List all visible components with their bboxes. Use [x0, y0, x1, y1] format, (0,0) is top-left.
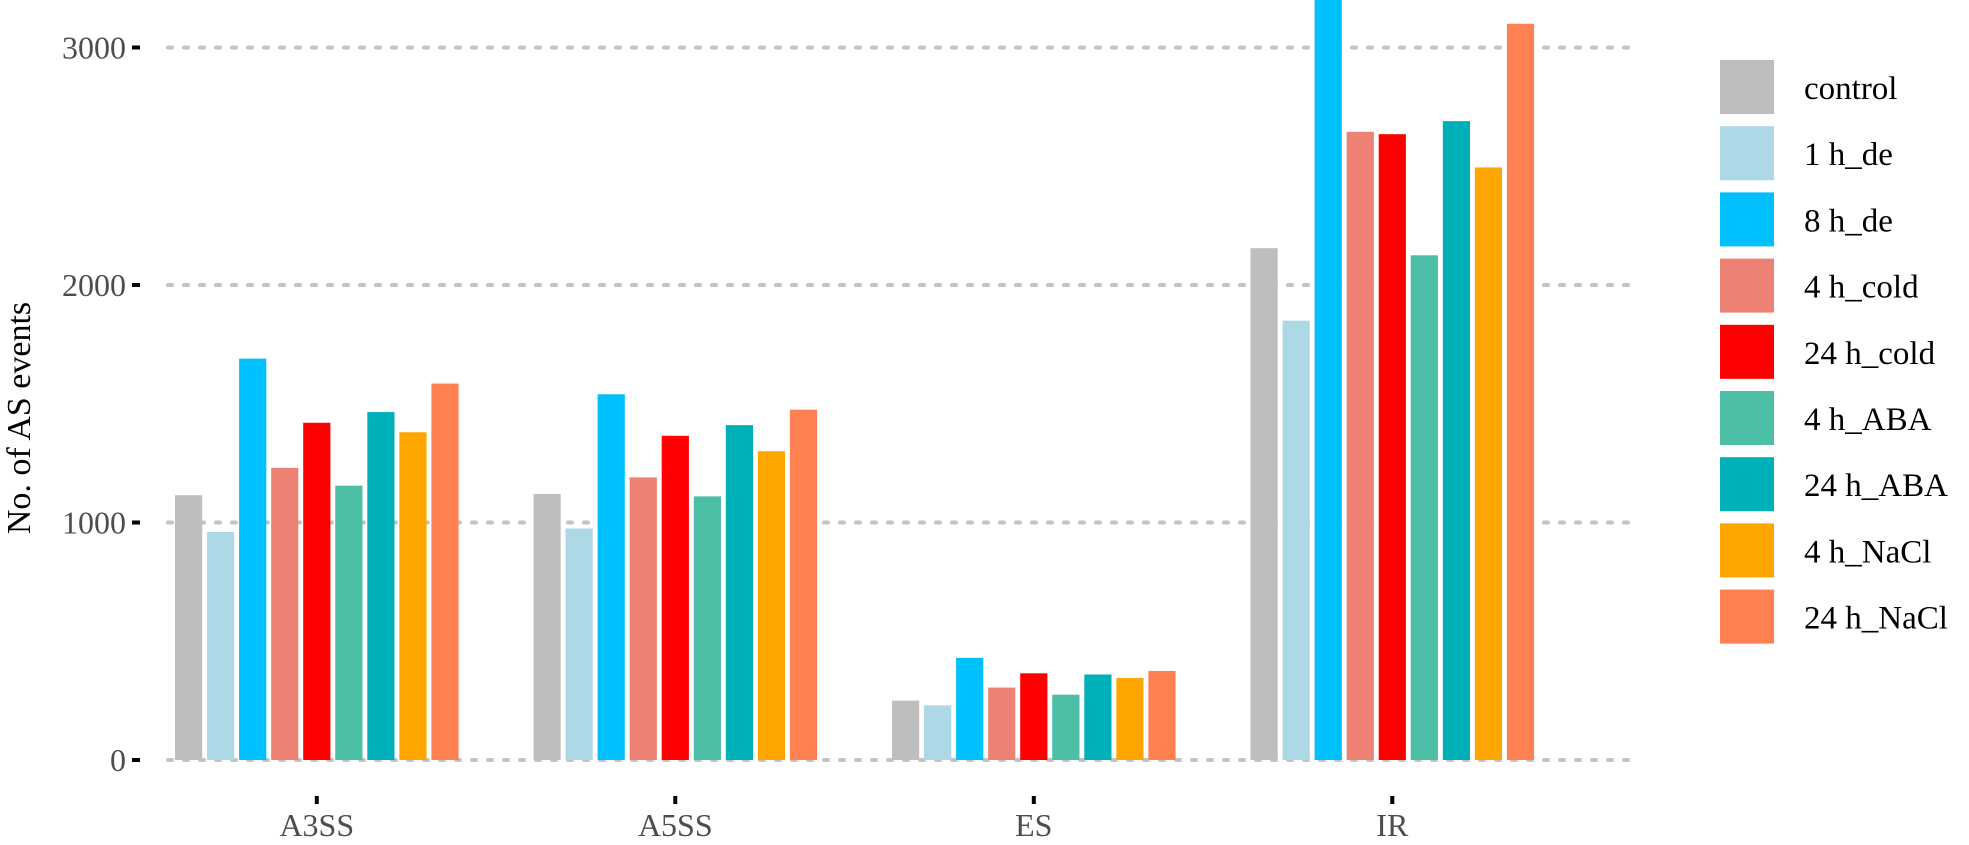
bar: [988, 687, 1016, 760]
legend-label: 8 h_de: [1804, 203, 1893, 239]
bar: [399, 432, 427, 760]
bar: [1506, 23, 1535, 760]
bars: [175, 0, 1535, 760]
legend-key: [1720, 589, 1774, 644]
bar: [1474, 167, 1503, 760]
bar: [629, 477, 657, 760]
legend-key: [1720, 391, 1774, 445]
x-axis: A3SS A5SS ES IR: [279, 796, 1409, 843]
legend-key: [1720, 60, 1774, 114]
legend-key: [1720, 258, 1774, 313]
x-tick-label: A5SS: [638, 807, 713, 840]
bar: [924, 705, 952, 760]
legend-label: 4 h_NaCl: [1804, 534, 1931, 570]
legend-label: 24 h_ABA: [1804, 468, 1948, 504]
bar: [1410, 255, 1438, 760]
bar: [892, 700, 920, 760]
x-tick-label: ES: [1015, 807, 1052, 840]
bar: [271, 467, 299, 760]
bar: [207, 532, 235, 760]
bar: [1282, 320, 1310, 760]
legend-label: 1 h_de: [1804, 137, 1893, 173]
bar: [1052, 694, 1080, 760]
bar: [757, 451, 786, 760]
legend-label: 24 h_cold: [1804, 336, 1936, 372]
bar: [597, 394, 625, 760]
y-tick-label: 2000: [62, 267, 126, 303]
bar: [693, 496, 721, 760]
bar: [1442, 121, 1470, 760]
x-tick-label: A3SS: [279, 807, 354, 840]
y-axis-title: No. of AS events: [1, 302, 38, 534]
y-tick-label: 1000: [62, 505, 126, 541]
bar: [367, 412, 395, 760]
legend-label: control: [1804, 71, 1897, 107]
bar: [1346, 131, 1374, 760]
legend-key: [1720, 523, 1774, 578]
legend-key: [1720, 192, 1774, 247]
bar: [431, 383, 459, 760]
legend-label: 24 h_NaCl: [1804, 601, 1948, 637]
bar: [956, 657, 984, 760]
bar: [175, 495, 203, 760]
bar: [533, 494, 561, 760]
bar: [661, 435, 689, 760]
bar: [303, 422, 331, 760]
bar: [239, 358, 267, 760]
y-tick-label: 0: [110, 742, 126, 778]
bar: [1084, 674, 1112, 760]
bar: [1020, 673, 1048, 760]
y-axis: 0 1000 2000 3000: [62, 30, 140, 778]
legend-label: 4 h_ABA: [1804, 402, 1932, 438]
legend-key: [1720, 126, 1774, 181]
legend-key: [1720, 324, 1774, 379]
legend-label: 4 h_cold: [1804, 270, 1919, 306]
bar: [565, 528, 593, 760]
bar: [789, 409, 818, 760]
bar: [1314, 0, 1342, 760]
bar: [1378, 134, 1406, 760]
bar: [725, 425, 753, 760]
y-tick-label: 3000: [62, 30, 126, 66]
x-tick-label: IR: [1376, 807, 1409, 840]
bar: [1250, 248, 1278, 760]
bar: [1116, 678, 1144, 760]
bar: [335, 485, 363, 760]
legend: control 1 h_de 8 h_de 4 h_cold 24 h_cold 4 h_…: [1720, 60, 1948, 644]
bar: [1148, 670, 1176, 760]
legend-key: [1720, 457, 1774, 512]
